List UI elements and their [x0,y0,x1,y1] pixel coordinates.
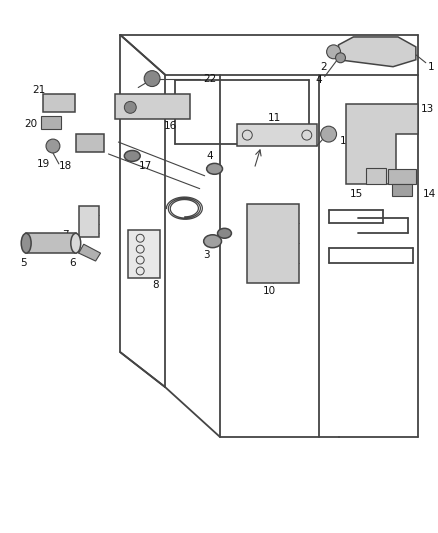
Text: 16: 16 [163,121,177,131]
Text: 20: 20 [25,119,38,129]
Text: 8: 8 [152,280,159,290]
Ellipse shape [207,164,223,174]
Text: 17: 17 [138,161,152,171]
Text: 15: 15 [350,189,363,199]
Text: 6: 6 [70,258,76,268]
Text: 21: 21 [32,85,46,94]
FancyBboxPatch shape [79,206,99,237]
Circle shape [144,71,160,86]
Text: 12: 12 [340,136,353,146]
Text: 4: 4 [315,75,322,85]
Text: 18: 18 [59,161,72,171]
Ellipse shape [71,233,81,253]
Polygon shape [346,104,418,184]
FancyBboxPatch shape [128,230,160,278]
Text: 14: 14 [423,189,436,199]
Text: 19: 19 [36,159,49,169]
Circle shape [336,53,346,63]
Ellipse shape [204,235,222,248]
Text: 13: 13 [421,104,434,115]
FancyBboxPatch shape [43,94,75,112]
Ellipse shape [21,233,31,253]
Circle shape [124,101,136,114]
Polygon shape [339,37,416,67]
FancyBboxPatch shape [116,94,190,119]
FancyBboxPatch shape [41,116,61,129]
Ellipse shape [218,228,231,238]
FancyBboxPatch shape [388,169,416,184]
Text: 10: 10 [262,286,276,296]
Text: 3: 3 [203,250,210,260]
Circle shape [327,45,340,59]
FancyBboxPatch shape [247,204,299,283]
Text: 2: 2 [320,62,327,72]
Circle shape [321,126,336,142]
Polygon shape [79,244,101,261]
FancyBboxPatch shape [392,184,412,196]
FancyBboxPatch shape [76,134,103,152]
Ellipse shape [124,150,140,161]
Text: 5: 5 [20,258,27,268]
Text: 4: 4 [206,151,213,161]
Polygon shape [26,233,76,253]
FancyBboxPatch shape [366,168,386,184]
Circle shape [46,139,60,153]
FancyBboxPatch shape [237,124,317,146]
Text: 11: 11 [268,113,281,123]
Text: 1: 1 [427,62,434,72]
Text: 7: 7 [63,230,69,240]
Text: 22: 22 [203,74,216,84]
